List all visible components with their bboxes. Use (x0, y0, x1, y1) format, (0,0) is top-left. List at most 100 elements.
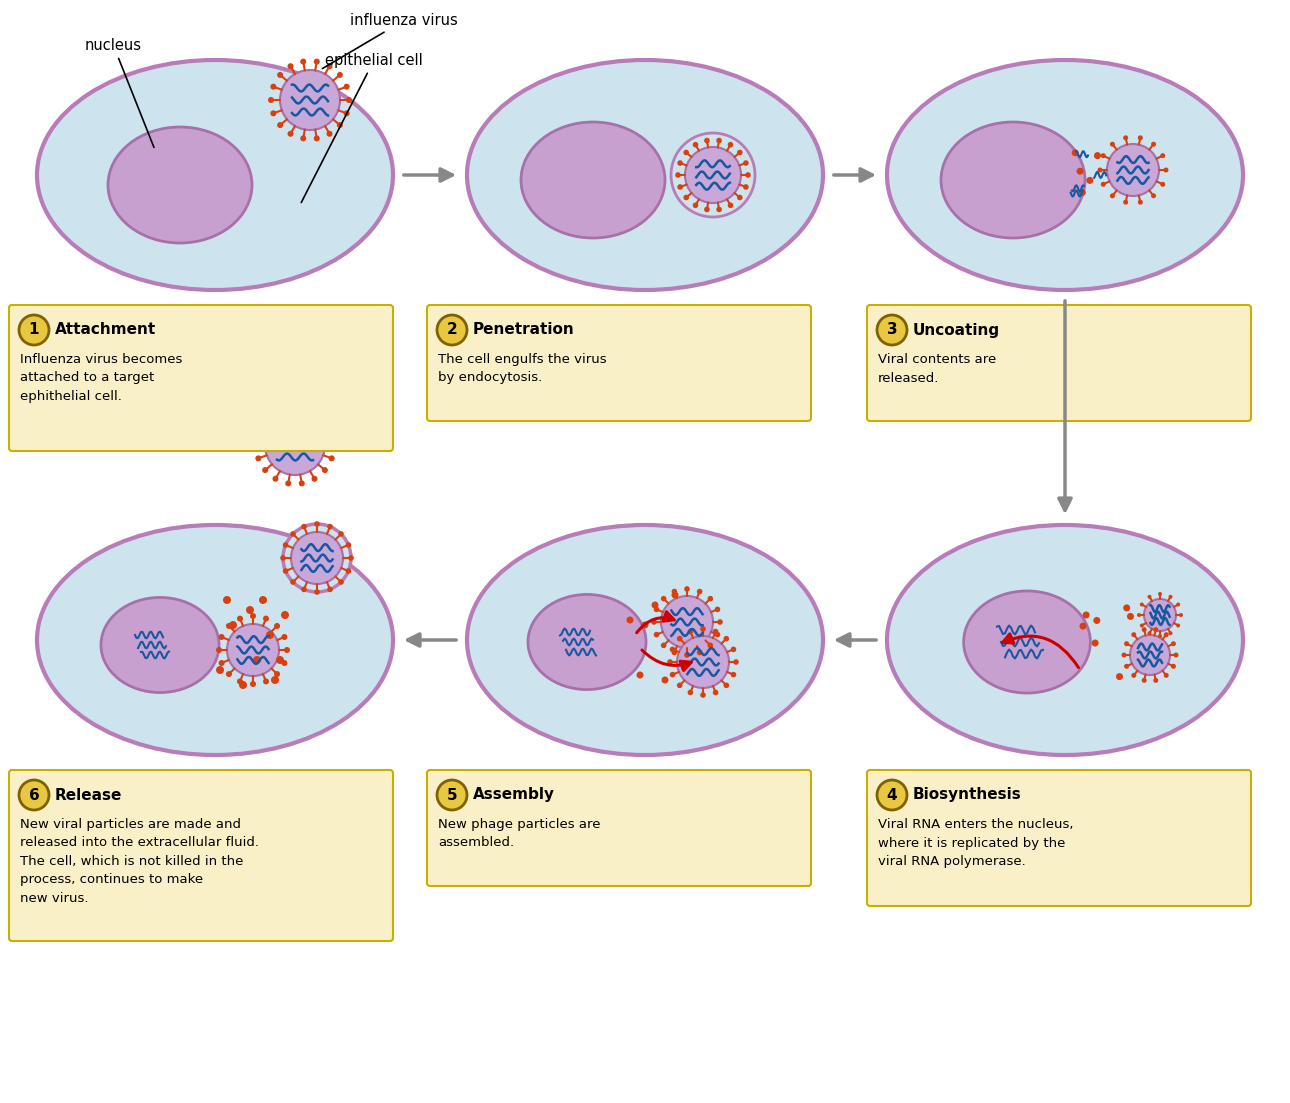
Circle shape (1077, 168, 1084, 174)
Circle shape (688, 629, 693, 634)
Circle shape (1116, 673, 1124, 681)
Circle shape (737, 195, 743, 201)
Circle shape (715, 632, 720, 638)
Circle shape (662, 676, 668, 684)
Circle shape (1179, 613, 1183, 617)
Circle shape (704, 138, 710, 143)
Circle shape (1078, 189, 1086, 196)
Ellipse shape (888, 60, 1244, 290)
Text: Influenza virus becomes
attached to a target
ephithelial cell.: Influenza virus becomes attached to a ta… (21, 353, 182, 403)
Circle shape (707, 643, 713, 649)
Circle shape (218, 634, 224, 640)
Circle shape (677, 184, 682, 190)
Circle shape (677, 683, 682, 688)
Circle shape (346, 543, 351, 548)
Circle shape (672, 591, 679, 599)
Circle shape (237, 615, 243, 622)
Circle shape (654, 607, 659, 612)
Circle shape (671, 133, 755, 217)
Circle shape (684, 652, 690, 657)
Circle shape (218, 660, 224, 666)
Circle shape (1072, 149, 1078, 157)
Circle shape (1124, 664, 1129, 668)
Circle shape (730, 672, 737, 677)
Text: Release: Release (55, 788, 123, 803)
Circle shape (281, 634, 288, 640)
Circle shape (693, 142, 698, 148)
Circle shape (1124, 604, 1130, 611)
FancyBboxPatch shape (427, 770, 811, 886)
Circle shape (1100, 182, 1106, 186)
Circle shape (329, 456, 334, 461)
Circle shape (1138, 136, 1143, 140)
Text: 1: 1 (28, 322, 39, 338)
Circle shape (255, 429, 262, 435)
Circle shape (322, 467, 328, 473)
Circle shape (684, 150, 689, 156)
Circle shape (728, 142, 733, 148)
Circle shape (338, 579, 344, 585)
Circle shape (1107, 144, 1158, 196)
Circle shape (253, 656, 261, 664)
Circle shape (1094, 617, 1100, 624)
Circle shape (1164, 632, 1169, 638)
Circle shape (1124, 641, 1129, 646)
FancyBboxPatch shape (427, 306, 811, 421)
Circle shape (283, 524, 351, 592)
Circle shape (1091, 640, 1099, 646)
Text: 6: 6 (28, 788, 40, 803)
Circle shape (660, 596, 667, 601)
Circle shape (704, 206, 710, 212)
Circle shape (263, 678, 270, 685)
Circle shape (346, 568, 351, 574)
Circle shape (724, 683, 729, 688)
FancyBboxPatch shape (867, 770, 1251, 906)
Circle shape (1094, 152, 1100, 159)
Text: 3: 3 (886, 322, 898, 338)
Circle shape (263, 615, 270, 622)
Circle shape (697, 589, 703, 595)
Ellipse shape (940, 122, 1085, 238)
Circle shape (724, 635, 729, 642)
Ellipse shape (467, 525, 823, 754)
Circle shape (1160, 153, 1165, 158)
Circle shape (1140, 623, 1144, 628)
Circle shape (230, 621, 237, 629)
Circle shape (688, 689, 693, 695)
Circle shape (1124, 200, 1129, 205)
Circle shape (737, 150, 743, 156)
Circle shape (877, 315, 907, 345)
Circle shape (641, 621, 649, 629)
Text: Attachment: Attachment (55, 322, 156, 338)
Circle shape (1131, 673, 1136, 678)
Circle shape (684, 195, 689, 201)
Circle shape (299, 404, 304, 409)
Circle shape (272, 475, 279, 482)
Text: Biosynthesis: Biosynthesis (913, 788, 1022, 803)
Circle shape (877, 780, 907, 810)
Circle shape (700, 627, 706, 632)
Circle shape (1148, 631, 1152, 635)
Circle shape (329, 429, 334, 435)
Circle shape (266, 631, 273, 639)
Circle shape (313, 136, 320, 141)
Circle shape (19, 780, 49, 810)
Circle shape (215, 666, 224, 674)
Circle shape (1158, 592, 1162, 596)
Circle shape (654, 632, 659, 638)
Text: Penetration: Penetration (473, 322, 575, 338)
Circle shape (311, 475, 317, 482)
Circle shape (285, 404, 292, 409)
Circle shape (259, 596, 267, 604)
Circle shape (1148, 595, 1152, 599)
Circle shape (281, 660, 288, 666)
Circle shape (1086, 176, 1094, 184)
Circle shape (684, 586, 690, 592)
Circle shape (226, 623, 232, 629)
Text: epithelial cell: epithelial cell (302, 53, 423, 203)
Circle shape (1124, 136, 1129, 140)
Circle shape (301, 58, 306, 65)
Circle shape (288, 63, 294, 69)
Circle shape (651, 601, 658, 609)
Text: Uncoating: Uncoating (913, 322, 1000, 338)
